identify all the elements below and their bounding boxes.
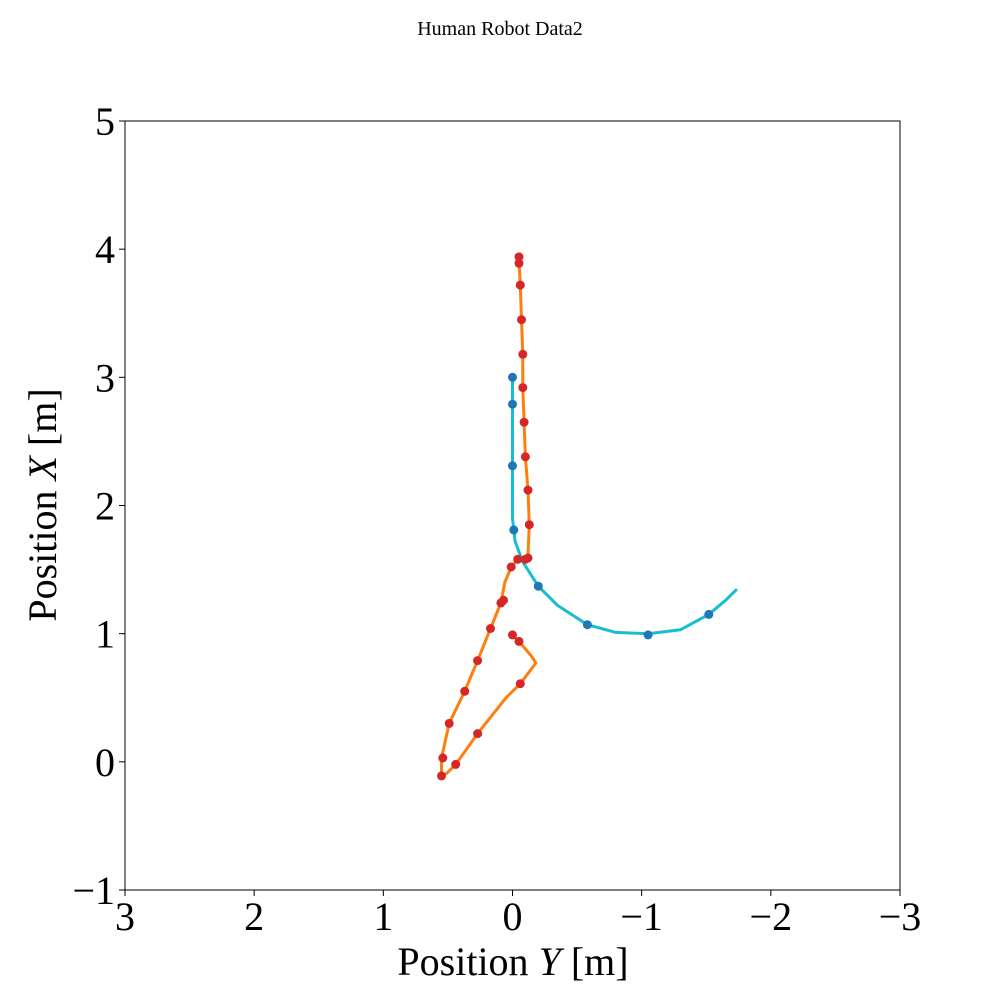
human-marker bbox=[523, 485, 533, 495]
human-marker bbox=[518, 383, 528, 393]
robot-marker bbox=[643, 630, 653, 640]
x-axis-label: Position Y [m] bbox=[397, 939, 628, 984]
y-tick-label: −1 bbox=[72, 868, 115, 913]
x-axis-label-variable: Y bbox=[539, 939, 565, 984]
human-marker bbox=[438, 753, 448, 763]
robot-marker bbox=[533, 581, 543, 591]
robot-marker bbox=[582, 620, 592, 630]
human-marker bbox=[515, 280, 525, 290]
human-marker bbox=[473, 656, 483, 666]
x-axis-label-suffix: [m] bbox=[561, 939, 629, 984]
x-tick-label: 3 bbox=[115, 894, 135, 939]
human-marker bbox=[517, 315, 526, 325]
x-tick-label: 2 bbox=[244, 894, 264, 939]
x-tick-label: −3 bbox=[879, 894, 922, 939]
human-marker bbox=[486, 624, 495, 633]
human-marker bbox=[520, 452, 530, 462]
y-axis-ticks: −1 0 1 2 3 4 5 bbox=[72, 99, 125, 913]
human-marker bbox=[514, 252, 524, 262]
x-axis-ticks: 3 2 1 0 −1 −2 −3 bbox=[115, 890, 921, 939]
y-tick-label: 0 bbox=[95, 740, 115, 785]
series-layer bbox=[437, 252, 738, 781]
human-marker bbox=[520, 554, 530, 564]
robot-marker bbox=[508, 399, 517, 409]
y-axis-label: Position X [m] bbox=[20, 388, 65, 621]
human-marker bbox=[514, 258, 524, 268]
human-marker bbox=[451, 759, 461, 769]
human-marker bbox=[513, 554, 523, 564]
human-marker bbox=[508, 630, 517, 640]
x-tick-label: 1 bbox=[373, 894, 393, 939]
chart-title: Human Robot Data2 bbox=[417, 18, 583, 40]
human-marker bbox=[514, 636, 524, 646]
human-marker bbox=[519, 417, 529, 427]
robot-marker bbox=[704, 609, 714, 619]
x-tick-label: 0 bbox=[503, 894, 523, 939]
human-marker bbox=[518, 349, 528, 359]
robot-marker bbox=[508, 461, 517, 471]
human-marker bbox=[444, 718, 454, 728]
x-tick-label: −1 bbox=[620, 894, 663, 939]
robot-marker bbox=[509, 525, 519, 535]
human-marker bbox=[524, 520, 534, 530]
robot-trajectory-line bbox=[511, 375, 738, 636]
human-marker bbox=[437, 771, 446, 781]
y-tick-label: 3 bbox=[95, 355, 115, 400]
y-tick-label: 1 bbox=[95, 612, 115, 657]
human-trajectory-line bbox=[440, 254, 538, 778]
y-tick-label: 2 bbox=[95, 484, 115, 529]
x-axis-label-prefix: Position bbox=[397, 939, 538, 984]
y-axis-label-suffix: [m] bbox=[20, 388, 65, 456]
human-marker bbox=[460, 686, 470, 696]
robot-marker bbox=[508, 372, 517, 382]
human-marker bbox=[473, 729, 483, 739]
x-tick-label: −2 bbox=[750, 894, 793, 939]
human-marker bbox=[506, 562, 516, 572]
y-tick-label: 4 bbox=[95, 227, 115, 272]
y-tick-label: 5 bbox=[95, 99, 115, 144]
human-marker bbox=[515, 679, 525, 689]
human-marker bbox=[496, 598, 506, 608]
y-axis-label-variable: X bbox=[20, 455, 65, 483]
y-axis-label-prefix: Position bbox=[20, 481, 65, 622]
